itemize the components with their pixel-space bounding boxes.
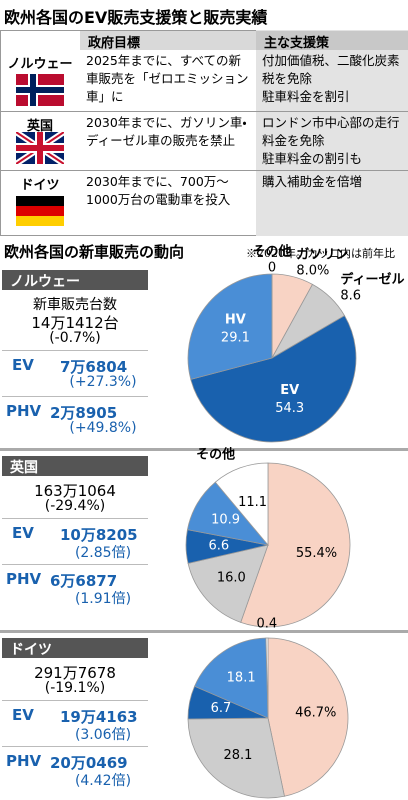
- slice-name: その他: [196, 446, 235, 462]
- ev-label: EV: [12, 524, 34, 542]
- flag-germany: [16, 196, 64, 226]
- panel-country: 英国: [2, 456, 148, 476]
- ev-value: 7万6804: [60, 358, 128, 376]
- country-name: ドイツ: [20, 178, 60, 193]
- ev-change: (3.06倍): [74, 727, 132, 743]
- slice-name: ディーゼル: [340, 271, 404, 287]
- slice-label: 6.6: [208, 538, 229, 553]
- ev-value: 10万8205: [60, 526, 138, 544]
- slice-label: 55.4%: [296, 546, 337, 561]
- slice-label: 29.1: [221, 330, 250, 345]
- panel-divider: [0, 448, 408, 451]
- flag-norway: [16, 74, 64, 106]
- slice-label: 46.7%: [295, 706, 336, 721]
- page-title: 欧州各国のEV販売支援策と販売実績: [4, 8, 268, 27]
- phv-value: 6万6877: [50, 572, 118, 590]
- header-goal: 政府目標: [80, 31, 256, 51]
- country-name: 英国: [26, 119, 53, 134]
- total-heading: 新車販売台数: [33, 297, 117, 313]
- slice-label: 54.3: [275, 401, 304, 416]
- slice-label: 10.9: [211, 513, 240, 528]
- flag-uk: [16, 132, 64, 164]
- separator: [2, 746, 148, 747]
- ev-label: EV: [12, 356, 34, 374]
- goal-text: 2030年までに、ガソリン車・ディーゼル車の販売を禁止: [86, 115, 247, 148]
- ev-change: (+27.3%): [69, 374, 137, 390]
- panel-divider: [0, 630, 408, 633]
- pie-slice: [187, 717, 285, 799]
- measure-text: 購入補助金を倍増: [262, 174, 363, 189]
- panel-country: ノルウェー: [2, 270, 148, 290]
- slice-label: 8.6: [340, 288, 361, 303]
- measures-column: [256, 30, 408, 236]
- panel-country: ドイツ: [2, 638, 148, 658]
- separator: [2, 396, 148, 397]
- slice-name: その他: [252, 244, 291, 260]
- goal-text: 2030年までに、700万〜1000万台の電動車を投入: [86, 174, 231, 207]
- slice-label: 11.1: [238, 495, 267, 510]
- separator: [2, 564, 148, 565]
- total-change: (-0.7%): [49, 330, 101, 346]
- slice-label: 8.0%: [296, 264, 329, 279]
- measure-text: 駐車料金の割引も: [262, 151, 363, 166]
- ev-value: 19万4163: [60, 708, 138, 726]
- total: 163万1064: [34, 482, 116, 500]
- country-name: ノルウェー: [7, 57, 73, 72]
- pie-slice: [194, 637, 269, 719]
- total-change: (-29.4%): [44, 498, 106, 514]
- pie-slice: [187, 273, 273, 380]
- pie-slice: [190, 315, 357, 443]
- slice-label: 6.7: [211, 701, 232, 716]
- measure-text: 駐車料金を割引: [262, 89, 350, 104]
- pie-slice: [187, 544, 269, 623]
- slice-label: 18.1: [227, 671, 256, 686]
- slice-label: 28.1: [224, 748, 253, 763]
- phv-value: 20万0469: [50, 754, 128, 772]
- goal-text: 2025年までに、すべての新車販売を「ゼロエミッション車」に: [86, 53, 249, 104]
- phv-label: PHV: [6, 570, 42, 588]
- separator: [2, 518, 148, 519]
- measure-text: ロンドン市中心部の走行料金を免除: [262, 115, 400, 148]
- ev-change: (2.85倍): [74, 545, 132, 561]
- pie-slice: [265, 637, 269, 719]
- slice-label: 0.4: [256, 617, 277, 632]
- phv-change: (1.91倍): [74, 591, 132, 607]
- slice-name: HV: [225, 312, 246, 327]
- separator: [2, 700, 148, 701]
- phv-value: 2万8905: [50, 404, 118, 422]
- row-divider: [0, 111, 408, 112]
- total-change: (-19.1%): [44, 680, 106, 696]
- measure-text: 付加価値税、二酸化炭素税を免除: [262, 53, 400, 86]
- total: 291万7678: [34, 664, 116, 682]
- slice-label: 16.0: [217, 570, 246, 585]
- ev-label: EV: [12, 706, 34, 724]
- row-divider: [0, 170, 408, 171]
- slice-name: ガソリン: [296, 248, 348, 263]
- phv-change: (4.42倍): [74, 773, 132, 789]
- section-note: ※2020年。カッコ内は前年比: [246, 247, 395, 260]
- section-title: 欧州各国の新車販売の動向: [4, 243, 185, 261]
- slice-label: 0: [268, 261, 276, 276]
- separator: [2, 350, 148, 351]
- pie-slice: [267, 637, 349, 797]
- header-measures: 主な支援策: [256, 31, 408, 51]
- pie-slice: [214, 462, 269, 547]
- total: 14万1412台: [31, 314, 119, 332]
- phv-label: PHV: [6, 402, 42, 420]
- slice-name: EV: [280, 383, 299, 398]
- phv-change: (+49.8%): [69, 420, 137, 436]
- phv-label: PHV: [6, 752, 42, 770]
